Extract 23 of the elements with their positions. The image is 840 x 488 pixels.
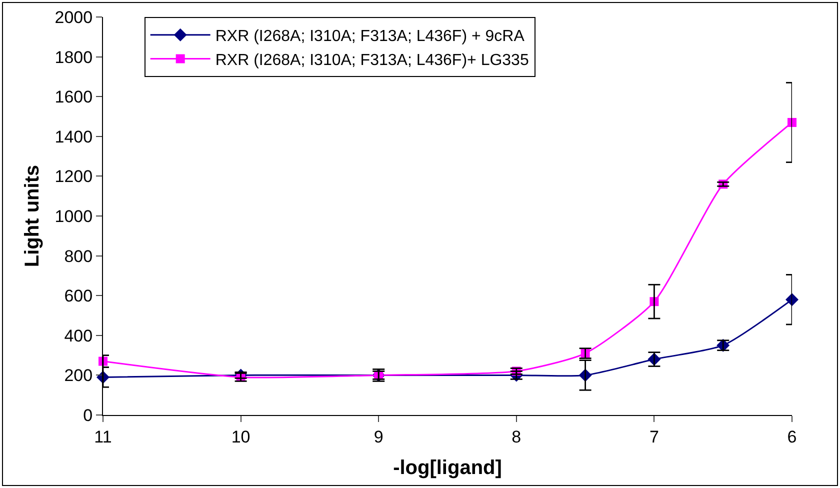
y-tick-label: 1600 <box>54 88 93 107</box>
y-tick-label: 0 <box>83 406 93 425</box>
y-tick-label: 1200 <box>54 167 93 186</box>
y-tick-label: 800 <box>64 246 93 266</box>
y-tick-label: 1400 <box>54 127 93 146</box>
point <box>788 118 796 127</box>
x-tick-label: 7 <box>649 427 659 446</box>
y-tick-label: 200 <box>64 366 93 386</box>
x-tick-label: 6 <box>787 427 797 446</box>
y-tick-label: 600 <box>64 286 93 306</box>
y-tick-label: 2000 <box>54 8 93 27</box>
x-tick-label: 8 <box>512 427 522 446</box>
y-axis-title: Light units <box>21 164 44 268</box>
x-tick-label: 9 <box>374 427 384 446</box>
x-tick-label: 10 <box>231 427 250 446</box>
y-tick-label: 400 <box>64 326 93 346</box>
point <box>786 293 798 306</box>
y-tick-label: 1000 <box>54 206 93 226</box>
y-tick-label: 1800 <box>54 48 93 67</box>
legend-label: RXR (I268A; I310A; F313A; L436F) + 9cRA <box>215 28 525 46</box>
legend-label: RXR (I268A; I310A; F313A; L436F)+ LG335 <box>215 52 529 69</box>
x-axis-title: -log[ligand] <box>393 456 502 479</box>
x-tick-label: 11 <box>94 427 112 446</box>
